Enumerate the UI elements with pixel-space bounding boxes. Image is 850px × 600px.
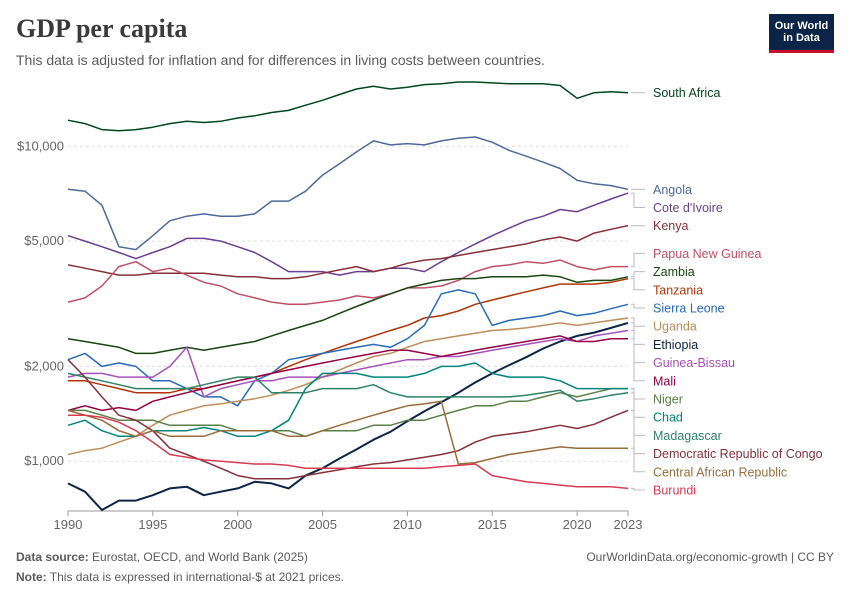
series-label-cote-d-ivoire[interactable]: Cote d'Ivoire	[653, 201, 723, 215]
chart-note: Note: This data is expressed in internat…	[16, 570, 344, 584]
series-label-sierra-leone[interactable]: Sierra Leone	[653, 302, 725, 316]
series-line-papua-new-guinea[interactable]	[67, 259, 628, 306]
series-label-burundi[interactable]: Burundi	[653, 484, 696, 498]
series-line-angola[interactable]	[67, 136, 629, 251]
x-tick-label: 2020	[563, 517, 592, 532]
series-label-tanzania[interactable]: Tanzania	[653, 283, 703, 297]
label-connector	[631, 447, 645, 473]
x-tick-label: 1995	[138, 517, 167, 532]
label-connector	[631, 330, 645, 364]
label-connector	[631, 271, 645, 278]
series-label-uganda[interactable]: Uganda	[653, 320, 697, 334]
chart-title: GDP per capita	[16, 14, 188, 43]
series-labels: South Africa Angola Cote d'Ivoire Kenya Papu…	[631, 86, 823, 498]
chart-subtitle: This data is adjusted for inflation and …	[16, 52, 545, 68]
series-line-niger[interactable]	[68, 387, 628, 438]
series-label-papua-new-guinea[interactable]: Papua New Guinea	[653, 247, 761, 261]
grid-lines	[68, 145, 628, 462]
x-tick-label: 2000	[223, 517, 252, 532]
data-source: Data source: Eurostat, OECD, and World B…	[16, 550, 308, 564]
series-line-burundi[interactable]	[68, 414, 629, 490]
series-line-zambia[interactable]	[67, 274, 629, 355]
label-connector	[631, 317, 645, 327]
x-tick-label: 2010	[393, 517, 422, 532]
y-tick-label: $10,000	[17, 138, 64, 153]
logo-accent-bar	[769, 50, 834, 53]
series-label-madagascar[interactable]: Madagascar	[653, 429, 722, 443]
series-label-democratic-republic-of-congo[interactable]: Democratic Republic of Congo	[653, 447, 823, 461]
series-label-chad[interactable]: Chad	[653, 411, 683, 425]
series-label-ethiopia[interactable]: Ethiopia	[653, 338, 698, 352]
y-tick-label: $5,000	[24, 233, 64, 248]
series-label-guinea-bissau[interactable]: Guinea-Bissau	[653, 356, 735, 370]
series-line-ethiopia[interactable]	[67, 321, 629, 511]
series-label-zambia[interactable]: Zambia	[653, 265, 695, 279]
label-connector	[631, 338, 645, 382]
y-tick-label: $2,000	[24, 358, 64, 373]
series-label-south-africa[interactable]: South Africa	[653, 86, 720, 100]
label-connector	[631, 252, 645, 268]
series-line-south-africa[interactable]	[67, 81, 629, 132]
owid-logo[interactable]: Our World in Data	[769, 14, 834, 53]
series-label-mali[interactable]: Mali	[653, 374, 676, 388]
y-tick-label: $1,000	[24, 453, 64, 468]
credit-link[interactable]: OurWorldinData.org/economic-growth | CC …	[586, 550, 834, 564]
label-connector	[631, 487, 645, 491]
series-label-niger[interactable]: Niger	[653, 393, 683, 407]
series-line-central-african-republic[interactable]	[67, 400, 628, 465]
series-label-central-african-republic[interactable]: Central African Republic	[653, 465, 787, 479]
data-source-label: Data source:	[16, 550, 89, 564]
label-connector	[631, 303, 645, 309]
series-line-madagascar[interactable]	[67, 372, 629, 403]
label-connector	[631, 278, 645, 291]
label-connector	[631, 192, 645, 208]
chart-note-label: Note:	[16, 570, 47, 584]
data-source-text[interactable]: Eurostat, OECD, and World Bank (2025)	[92, 550, 308, 564]
chart-note-text: This data is expressed in international-…	[49, 570, 344, 584]
label-connector	[631, 409, 645, 455]
x-tick-label: 1990	[54, 517, 83, 532]
series-line-cote-d-ivoire[interactable]	[67, 192, 629, 276]
x-tick-label: 2005	[308, 517, 337, 532]
x-tick-label: 2015	[478, 517, 507, 532]
series-line-sierra-leone[interactable]	[67, 289, 629, 407]
series-lines	[67, 81, 629, 511]
series-line-tanzania[interactable]	[68, 277, 629, 394]
series-line-kenya[interactable]	[67, 224, 629, 280]
label-connector	[631, 388, 645, 400]
logo-line-1: Our World	[774, 20, 829, 32]
series-line-mali[interactable]	[67, 335, 628, 412]
x-tick-label: 2023	[614, 517, 643, 532]
axes: $1,000 $2,000 $5,000 $10,000 1990 1995 2000 200…	[17, 138, 642, 532]
series-line-uganda[interactable]	[67, 317, 629, 456]
logo-line-2: in Data	[783, 32, 820, 44]
series-line-guinea-bissau[interactable]	[67, 329, 629, 398]
series-label-angola[interactable]: Angola	[653, 183, 692, 197]
series-line-chad[interactable]	[67, 362, 628, 438]
series-label-kenya[interactable]: Kenya	[653, 219, 688, 233]
